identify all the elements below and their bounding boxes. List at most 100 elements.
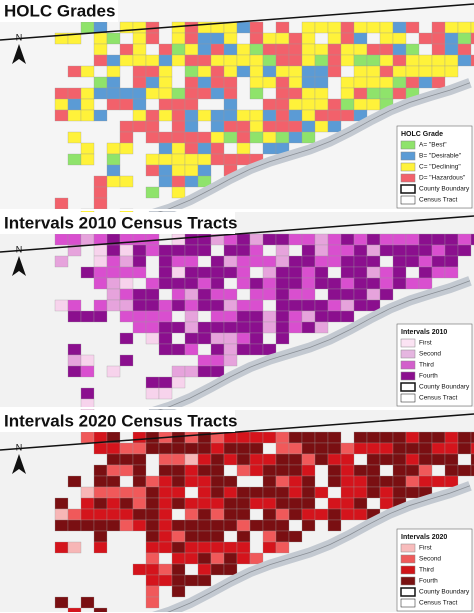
tract xyxy=(327,431,342,444)
tract xyxy=(314,233,329,246)
tract xyxy=(171,585,186,598)
tract xyxy=(106,54,121,67)
tract xyxy=(418,54,433,67)
tract xyxy=(158,321,173,334)
tract xyxy=(210,541,225,554)
tract xyxy=(145,153,160,166)
tract xyxy=(184,43,199,56)
tract xyxy=(223,519,238,532)
tract xyxy=(301,244,316,257)
panel-title: Intervals 2010 Census Tracts xyxy=(4,213,237,232)
tract xyxy=(249,321,264,334)
tract xyxy=(106,76,121,89)
tract xyxy=(132,486,147,499)
tract xyxy=(184,153,199,166)
tract xyxy=(236,486,251,499)
tract xyxy=(106,244,121,257)
tract xyxy=(249,288,264,301)
tract xyxy=(184,464,199,477)
tract xyxy=(93,266,108,279)
tract xyxy=(236,464,251,477)
tract xyxy=(158,131,173,144)
tract xyxy=(158,266,173,279)
tract xyxy=(301,21,316,34)
tract xyxy=(353,43,368,56)
tract xyxy=(171,186,186,199)
tract xyxy=(249,464,264,477)
tract xyxy=(158,277,173,290)
tract xyxy=(158,76,173,89)
tract xyxy=(106,299,121,312)
tract xyxy=(54,255,69,268)
tract xyxy=(106,98,121,111)
tract xyxy=(119,54,134,67)
tract xyxy=(184,54,199,67)
tract xyxy=(327,54,342,67)
tract xyxy=(67,65,82,78)
tract xyxy=(67,98,82,111)
tract xyxy=(327,277,342,290)
tract xyxy=(158,98,173,111)
tract xyxy=(353,65,368,78)
tract xyxy=(301,87,316,100)
tract xyxy=(132,98,147,111)
tract xyxy=(210,552,225,565)
tract xyxy=(184,365,199,378)
tract xyxy=(314,43,329,56)
tract xyxy=(184,21,199,34)
tract xyxy=(54,596,69,609)
tract xyxy=(340,486,355,499)
tract xyxy=(431,453,446,466)
tract xyxy=(80,508,95,521)
tract xyxy=(366,453,381,466)
tract xyxy=(197,574,212,587)
tract xyxy=(236,142,251,155)
tract xyxy=(223,32,238,45)
tract xyxy=(262,43,277,56)
tract xyxy=(106,164,121,177)
tract xyxy=(158,541,173,554)
tract xyxy=(275,277,290,290)
tract xyxy=(236,541,251,554)
tract xyxy=(301,120,316,133)
tract xyxy=(158,109,173,122)
tract xyxy=(275,508,290,521)
tract xyxy=(314,266,329,279)
tract xyxy=(210,453,225,466)
tract xyxy=(262,233,277,246)
tract xyxy=(106,464,121,477)
tract xyxy=(171,563,186,576)
tract xyxy=(210,563,225,576)
tract xyxy=(457,442,472,455)
tract xyxy=(171,453,186,466)
tract xyxy=(431,266,446,279)
tract xyxy=(327,497,342,510)
legend-item: Second xyxy=(419,351,441,358)
tract xyxy=(301,310,316,323)
tract xyxy=(236,277,251,290)
tract xyxy=(132,109,147,122)
tract xyxy=(301,65,316,78)
legend-swatch xyxy=(400,543,416,553)
tract xyxy=(301,475,316,488)
tract xyxy=(93,530,108,543)
tract xyxy=(171,32,186,45)
tract xyxy=(171,266,186,279)
shoreline xyxy=(149,280,471,414)
tract xyxy=(405,475,420,488)
tract xyxy=(93,497,108,510)
tract xyxy=(67,519,82,532)
tract xyxy=(54,497,69,510)
tract xyxy=(327,475,342,488)
tract xyxy=(431,431,446,444)
tract xyxy=(444,65,459,78)
tract xyxy=(353,87,368,100)
tract xyxy=(197,563,212,576)
tract xyxy=(340,109,355,122)
legend-swatch xyxy=(400,140,416,150)
tract xyxy=(210,332,225,345)
tract xyxy=(444,32,459,45)
tract xyxy=(327,299,342,312)
tract xyxy=(405,43,420,56)
tract xyxy=(249,453,264,466)
